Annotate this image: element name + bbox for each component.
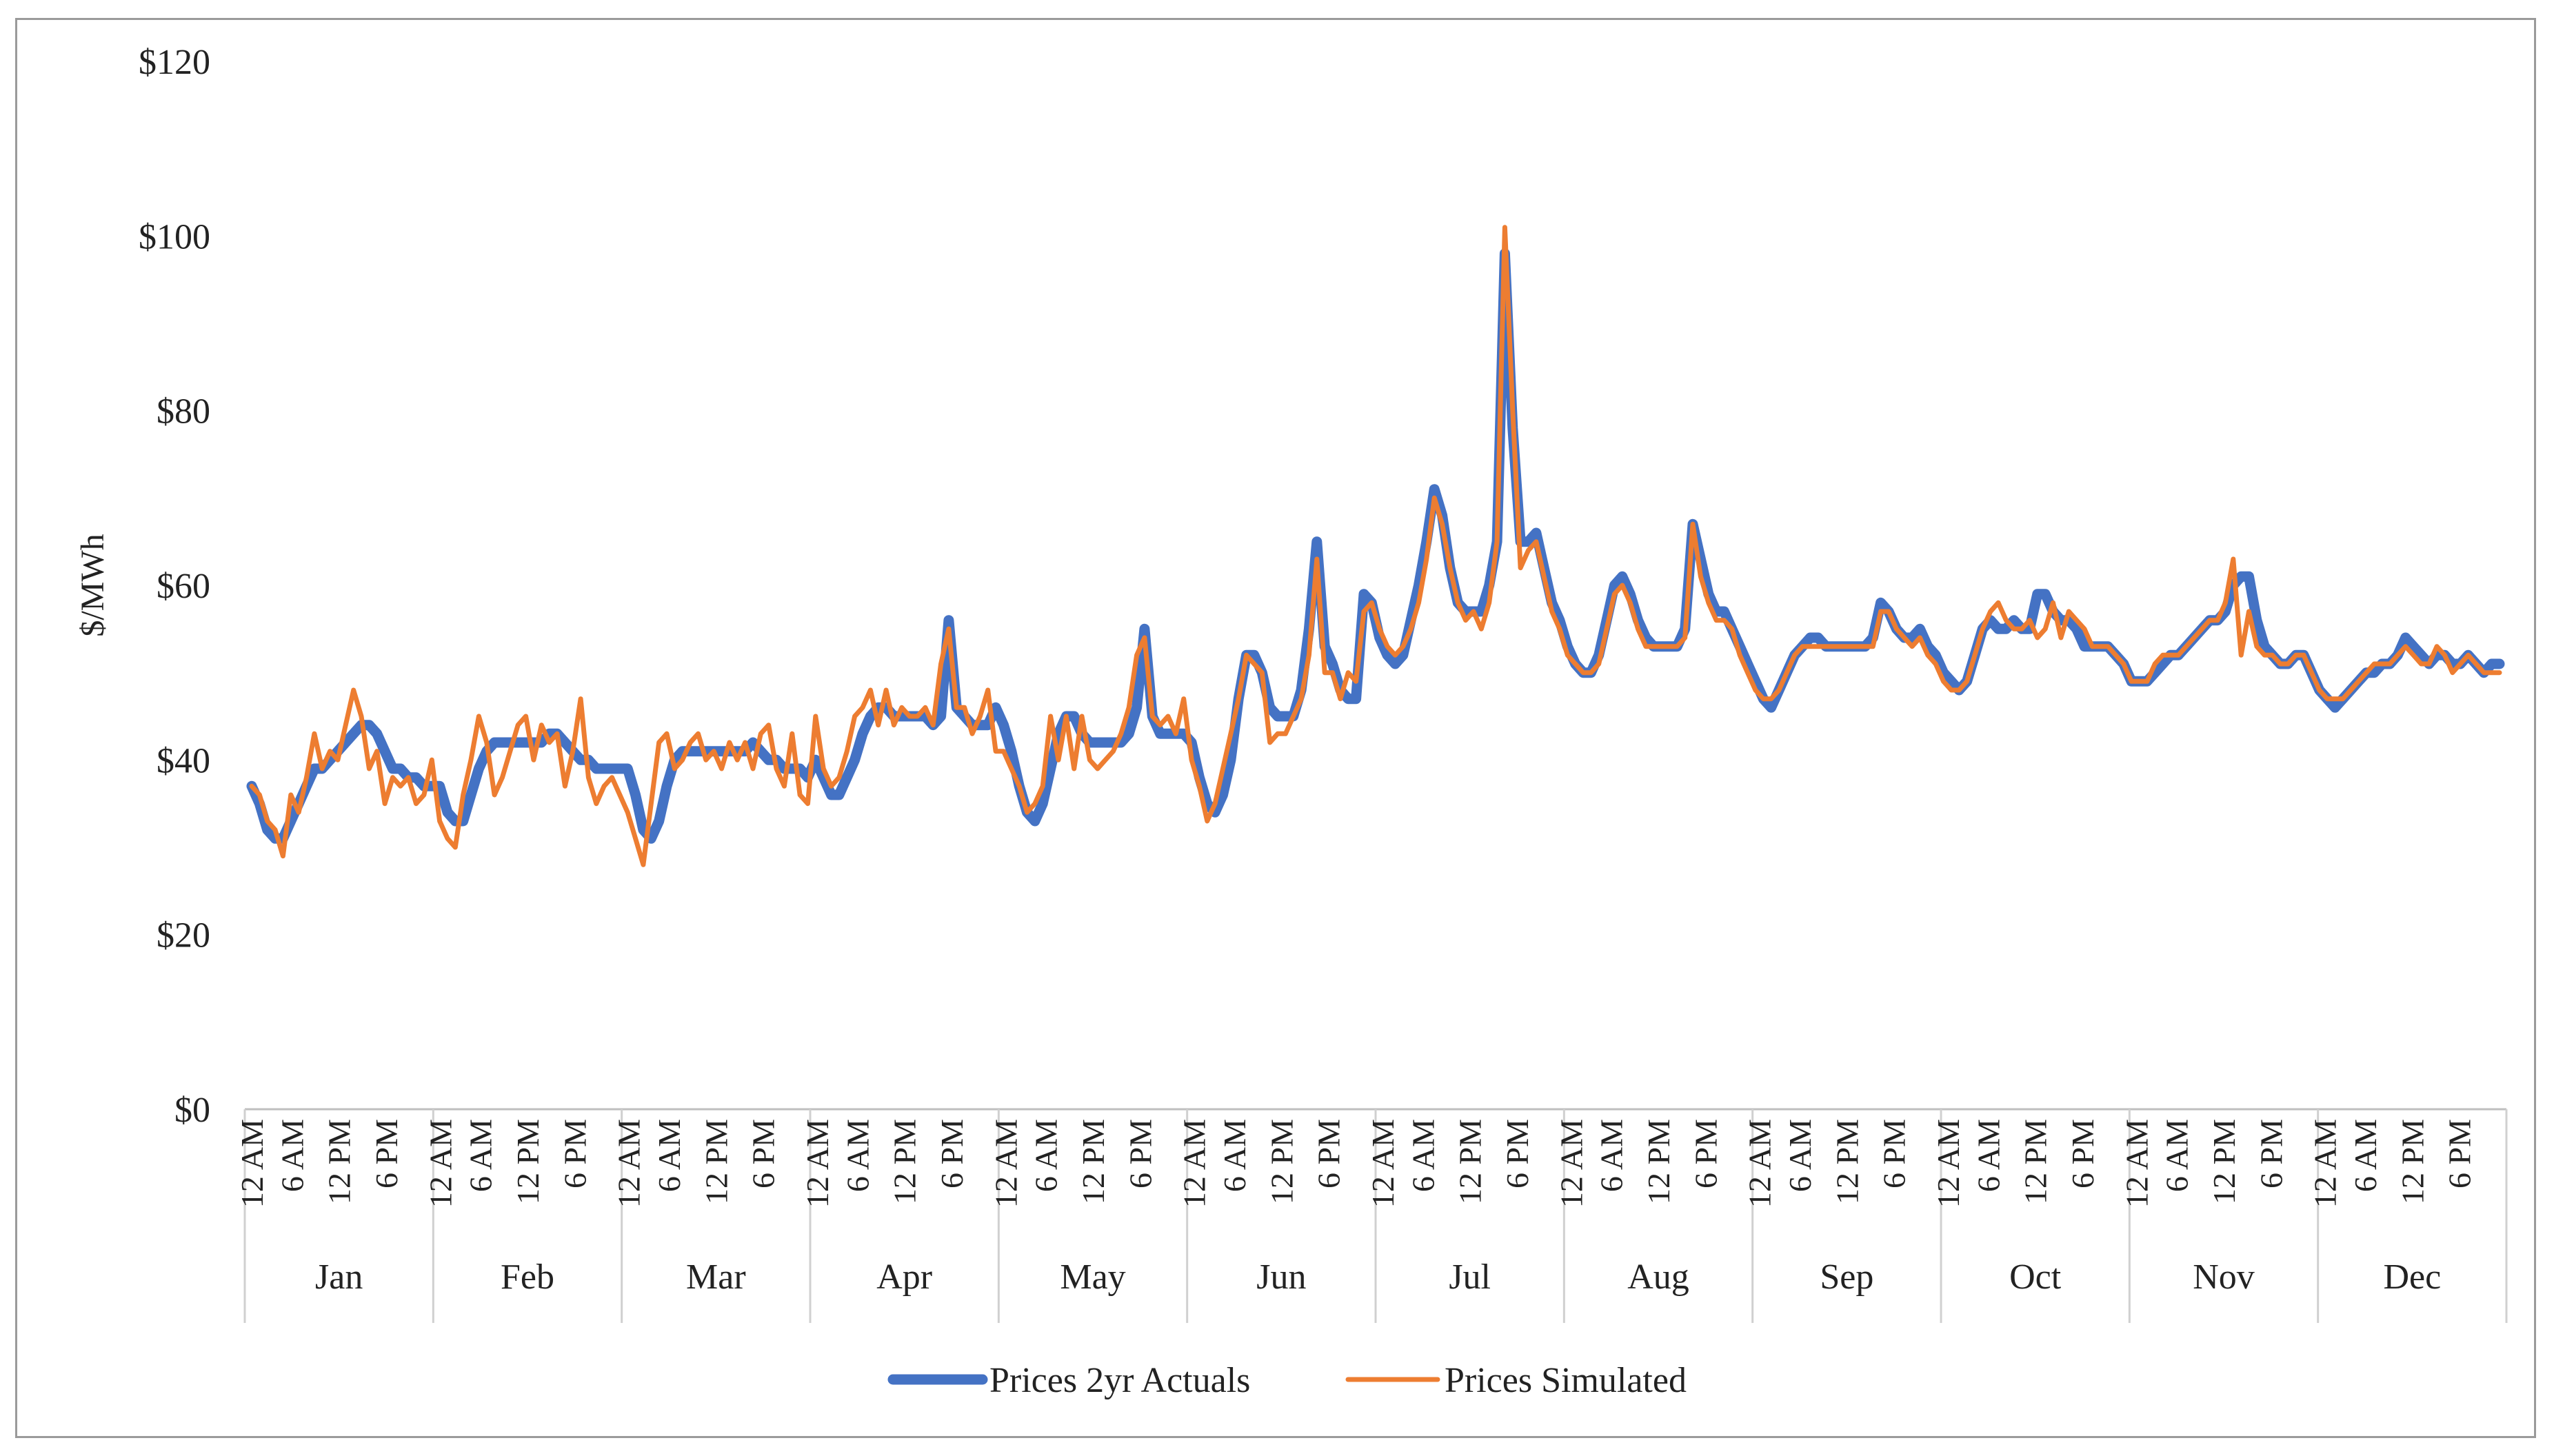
y-tick-label: $40: [157, 741, 210, 780]
legend: Prices 2yr Actuals Prices Simulated: [887, 1361, 1687, 1400]
x-tick-label: 12 PM: [2018, 1119, 2053, 1204]
x-tick-label: 6 AM: [274, 1119, 310, 1192]
x-tick-label: 12 PM: [2395, 1119, 2430, 1204]
month-label: Oct: [2009, 1257, 2062, 1297]
x-tick-label: 6 PM: [1500, 1119, 1535, 1189]
month-label: Aug: [1627, 1257, 1689, 1297]
x-tick-label: 6 AM: [652, 1119, 687, 1192]
x-tick-label: 6 AM: [1029, 1119, 1064, 1192]
month-label: Nov: [2193, 1257, 2255, 1297]
x-tick-label: 12 PM: [2206, 1119, 2242, 1204]
x-tick-label: 6 PM: [934, 1119, 969, 1189]
x-tick-label: 12 PM: [1829, 1119, 1864, 1204]
x-tick-label: 12 AM: [988, 1119, 1023, 1208]
series-group: [246, 225, 2505, 867]
x-tick-label: 12 AM: [423, 1119, 458, 1208]
x-tick-label: 6 PM: [1688, 1119, 1723, 1189]
x-tick-label: 12 AM: [2119, 1119, 2154, 1208]
x-tick-label: 6 PM: [557, 1119, 592, 1189]
x-tick-label: 6 AM: [1594, 1119, 1629, 1192]
month-label: May: [1060, 1257, 1125, 1297]
x-tick-label: 6 PM: [746, 1119, 781, 1189]
x-tick-label: 6 PM: [1877, 1119, 1912, 1189]
x-tick-label: 6 PM: [1311, 1119, 1347, 1189]
month-label: Jan: [315, 1257, 363, 1297]
month-label: Apr: [876, 1257, 932, 1297]
y-axis-title: $/MWh: [74, 534, 111, 636]
x-tick-label: 12 AM: [1177, 1119, 1212, 1208]
y-tick-label: $80: [157, 392, 210, 432]
x-tick-label: 12 PM: [1264, 1119, 1299, 1204]
series-line-simulated: [249, 225, 2502, 867]
month-label: Mar: [686, 1257, 746, 1297]
x-tick-label: 12 AM: [1553, 1119, 1589, 1208]
chart-frame: $0 $20 $40 $60 $80 $100 $120 $/MWh 12 AM 6 AM 12…: [15, 18, 2536, 1438]
x-tick-label: 12 AM: [1931, 1119, 1966, 1208]
x-tick-label: 12 AM: [234, 1119, 270, 1208]
line-chart: $0$20$40$60$80$100$120 $/MWh 12 AM 6 AM 12…: [74, 43, 2508, 1400]
series-line-actuals: [246, 248, 2505, 844]
x-tick-label: 6 PM: [2253, 1119, 2289, 1189]
x-tick-label: 12 PM: [510, 1119, 545, 1204]
y-tick-label: $20: [157, 916, 210, 956]
x-tick-label: 12 AM: [1742, 1119, 1778, 1208]
x-tick-label: 6 AM: [463, 1119, 499, 1192]
x-tick-label: 12 PM: [322, 1119, 357, 1204]
x-tick-label: 12 PM: [887, 1119, 923, 1204]
x-tick-label: 6 PM: [2442, 1119, 2477, 1189]
y-tick-label: $60: [157, 567, 210, 606]
x-tick-label: 12 PM: [1076, 1119, 1111, 1204]
x-tick-label: 6 AM: [2160, 1119, 2195, 1192]
month-label: Dec: [2383, 1257, 2441, 1297]
x-tick-label: 6 AM: [1217, 1119, 1252, 1192]
month-label: Sep: [1820, 1257, 1873, 1297]
x-tick-label: 12 AM: [2308, 1119, 2343, 1208]
month-label: Jun: [1256, 1257, 1306, 1297]
x-tick-label: 12 AM: [800, 1119, 835, 1208]
x-tick-label: 6 PM: [2065, 1119, 2100, 1189]
month-label: Feb: [501, 1257, 554, 1297]
x-tick-label: 6 AM: [1782, 1119, 1818, 1192]
x-tick-label: 12 AM: [1365, 1119, 1400, 1208]
x-tick-label: 12 AM: [612, 1119, 647, 1208]
x-tick-label: 6 PM: [1123, 1119, 1158, 1189]
y-axis-labels: $0 $20 $40 $60 $80 $100 $120: [139, 43, 210, 1130]
x-tick-label: 6 AM: [2348, 1119, 2383, 1192]
x-tick-label: 6 AM: [840, 1119, 875, 1192]
month-label: Jul: [1449, 1257, 1491, 1297]
y-tick-label: $120: [139, 43, 210, 82]
x-tick-label: 12 PM: [1641, 1119, 1676, 1204]
legend-label: Prices Simulated: [1445, 1361, 1687, 1400]
x-tick-label: 12 PM: [698, 1119, 734, 1204]
x-tick-label: 6 AM: [1405, 1119, 1440, 1192]
y-tick-label: $100: [139, 217, 210, 256]
x-tick-label: 6 AM: [1971, 1119, 2006, 1192]
y-tick-label: $0: [174, 1091, 210, 1130]
x-tick-label: 6 PM: [369, 1119, 404, 1189]
x-tick-label: 12 PM: [1453, 1119, 1488, 1204]
legend-label: Prices 2yr Actuals: [989, 1361, 1250, 1400]
